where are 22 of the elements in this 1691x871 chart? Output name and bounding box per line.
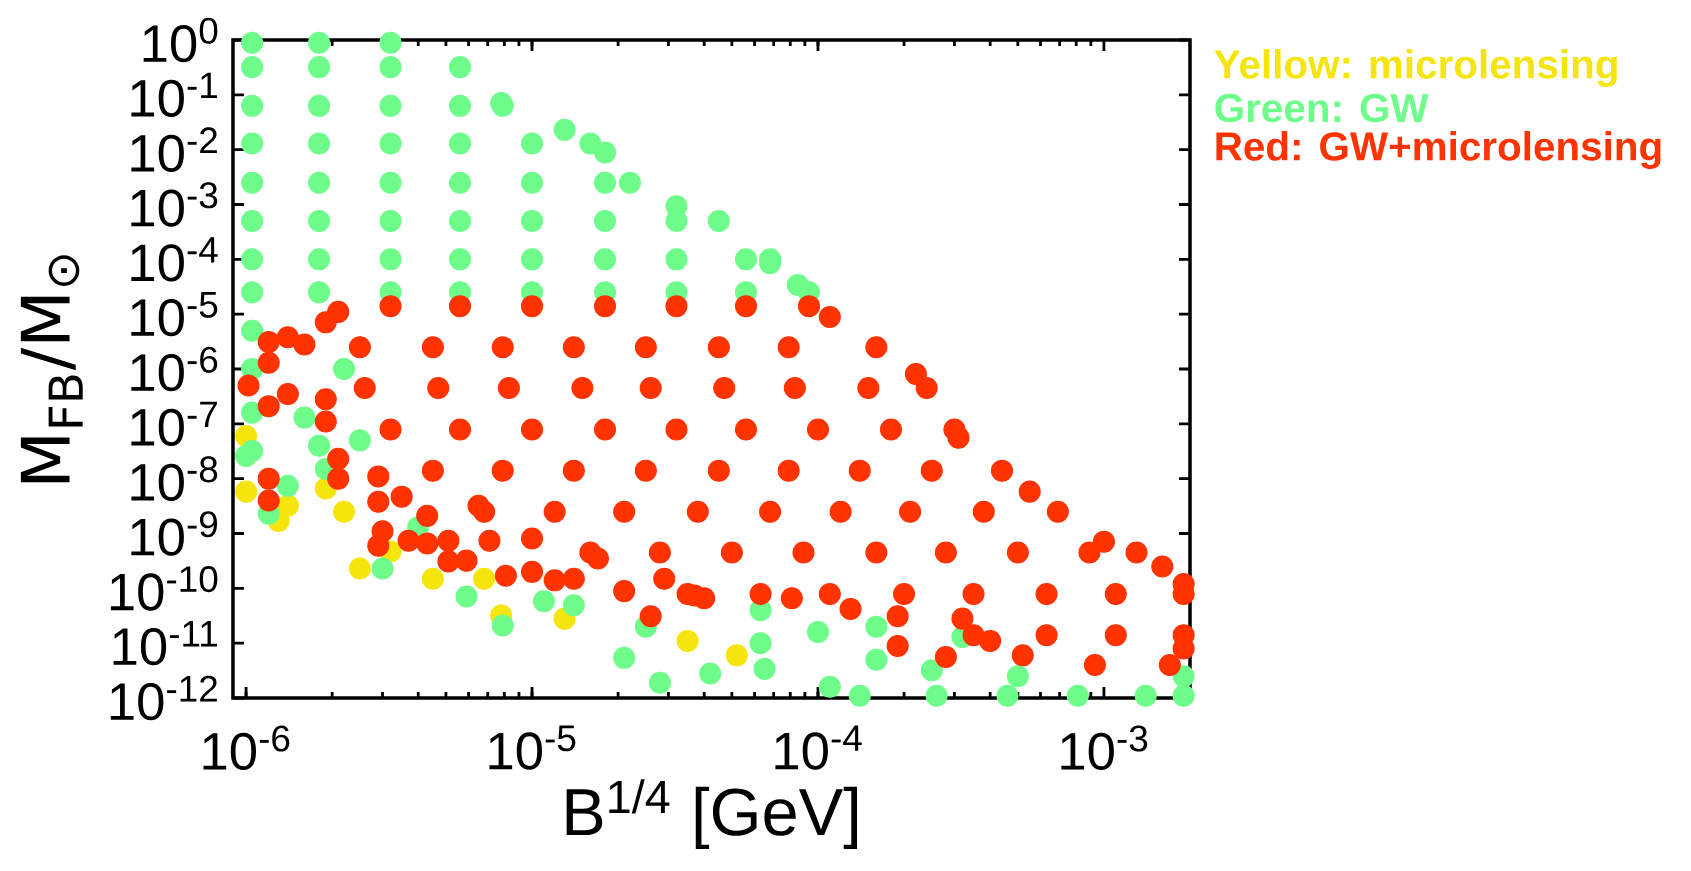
y-tick-label: 10$^{-5}$: [131, 292, 218, 337]
x-tick-label: 10$^{-3}$: [1061, 725, 1148, 771]
x-tick-label: 10$^{-5}$: [489, 725, 576, 770]
y-tick-label: 10$^{-10}$: [110, 566, 218, 611]
y-tick-label: 10$^{-1}$: [131, 72, 217, 117]
text: Yellow: microlensing: [1214, 49, 1617, 87]
y-axis-title: M$_{FB}$/M$_{⊙}$: [20, 255, 83, 483]
y-tick-label: 10$^{0}$: [143, 17, 218, 63]
text: Green: GW: [1215, 93, 1429, 123]
x-tick-label: 10$^{-4}$: [775, 725, 862, 770]
y-tick-label: 10$^{-2}$: [131, 127, 217, 172]
y-tick-label: 10$^{-12}$: [110, 675, 217, 721]
x-axis-title: B$^{1/4}$ [GeV]: [566, 779, 858, 849]
y-tick-label: 10$^{-4}$: [131, 237, 218, 282]
text: Red: GW+microlensing: [1216, 131, 1661, 169]
y-tick-label: 10$^{-8}$: [131, 456, 218, 501]
x-tick-label: 10$^{-6}$: [203, 725, 290, 771]
y-tick-label: 10$^{-3}$: [131, 182, 218, 227]
y-tick-label: 10$^{-7}$: [131, 401, 217, 446]
y-tick-label: 10$^{-6}$: [131, 346, 218, 392]
y-tick-label: 10$^{-9}$: [131, 511, 218, 556]
y-tick-label: 10$^{-11}$: [113, 621, 217, 666]
